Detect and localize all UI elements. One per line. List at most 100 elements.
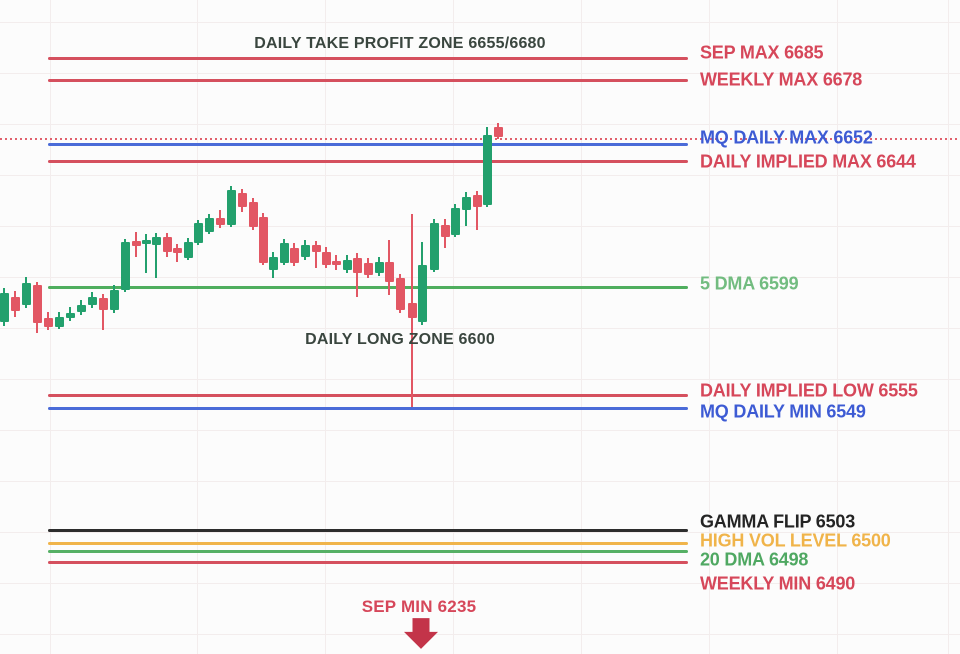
candle-up-body [121, 242, 130, 290]
candle-down-body [290, 248, 299, 263]
candle-down-body [396, 278, 405, 310]
weekly-max-label: WEEKLY MAX 6678 [700, 69, 863, 90]
gridline-horizontal [0, 124, 960, 125]
candle-down-body [364, 263, 373, 275]
daily-implied-max-line [48, 159, 688, 163]
mq-daily-min-line [48, 406, 688, 410]
candle-down-body [332, 261, 341, 265]
daily-implied-low-label: DAILY IMPLIED LOW 6555 [700, 380, 918, 401]
gamma-flip-label: GAMMA FLIP 6503 [700, 511, 856, 532]
candle-down-body [259, 217, 268, 263]
candle-up-body [0, 293, 9, 322]
gridline-vertical [837, 0, 838, 654]
candle-down-body [163, 237, 172, 252]
gridline-horizontal [0, 532, 960, 533]
candle-up-body [418, 265, 427, 322]
daily-implied-low-line [48, 393, 688, 397]
weekly-min-line [48, 560, 688, 564]
twenty-dma-line [48, 549, 688, 553]
candle-down-body [494, 127, 503, 137]
candle-up-body [343, 260, 352, 270]
candle-down-body [173, 248, 182, 253]
candle-up-body [184, 242, 193, 258]
candle-up-body [483, 135, 492, 205]
candle-up-body [142, 240, 151, 244]
weekly-max-line [48, 78, 688, 82]
mq-daily-max-label: MQ DAILY MAX 6652 [700, 127, 873, 148]
down-arrow-icon [404, 618, 438, 649]
gridline-vertical [581, 0, 582, 654]
candle-down-wick [476, 191, 478, 230]
high-vol-level-label: HIGH VOL LEVEL 6500 [700, 530, 891, 551]
candle-down-body [99, 298, 108, 310]
candle-down-wick [356, 253, 358, 297]
candle-up-body [375, 262, 384, 273]
gamma-flip-line [48, 528, 688, 532]
candle-up-body [88, 297, 97, 305]
gridline-horizontal [0, 583, 960, 584]
candle-down-body [408, 303, 417, 318]
candle-up-body [66, 313, 75, 318]
candle-up-body [110, 290, 119, 310]
take-profit-zone-label: DAILY TAKE PROFIT ZONE 6655/6680 [254, 35, 546, 52]
candle-down-body [33, 285, 42, 323]
candle-up-body [269, 257, 278, 270]
gridline-horizontal [0, 226, 960, 227]
candle-down-body [473, 195, 482, 207]
weekly-min-label: WEEKLY MIN 6490 [700, 573, 856, 594]
candle-down-body [322, 252, 331, 265]
candle-up-body [280, 243, 289, 263]
candle-down-wick [102, 294, 104, 330]
candle-down-body [385, 262, 394, 282]
candle-up-body [205, 218, 214, 232]
candle-up-body [22, 283, 31, 305]
gridline-vertical [325, 0, 326, 654]
gridline-vertical [453, 0, 454, 654]
candle-down-body [353, 258, 362, 273]
candle-down-body [441, 225, 450, 237]
candle-down-body [44, 318, 53, 327]
last-price-line [0, 138, 960, 140]
gridline-vertical [709, 0, 710, 654]
candle-down-body [11, 297, 20, 311]
gridline-horizontal [0, 175, 960, 176]
candle-down-body [238, 193, 247, 207]
candle-down-body [132, 241, 141, 246]
sep-max-line [48, 56, 688, 60]
candle-up-body [194, 223, 203, 243]
candle-up-body [451, 208, 460, 235]
gridline-horizontal [0, 277, 960, 278]
sep-min-label: SEP MIN 6235 [361, 597, 477, 616]
candle-up-body [430, 223, 439, 270]
candle-up-wick [155, 233, 157, 278]
sep-max-label: SEP MAX 6685 [700, 42, 824, 63]
high-vol-level-line [48, 541, 688, 545]
gridline-vertical [948, 0, 949, 654]
gridline-horizontal [0, 22, 960, 23]
candle-up-body [227, 190, 236, 225]
gridline-horizontal [0, 379, 960, 380]
gridline-horizontal [0, 430, 960, 431]
gridline-horizontal [0, 481, 960, 482]
twenty-dma-label: 20 DMA 6498 [700, 549, 809, 570]
five-dma-line [48, 285, 688, 289]
daily-implied-max-label: DAILY IMPLIED MAX 6644 [700, 151, 916, 172]
gridline-vertical [197, 0, 198, 654]
candle-up-body [152, 237, 161, 245]
five-dma-label: 5 DMA 6599 [700, 273, 799, 294]
candle-down-wick [176, 244, 178, 262]
candle-up-body [301, 245, 310, 257]
candle-down-body [216, 218, 225, 225]
gridline-horizontal [0, 634, 960, 635]
long-zone-label: DAILY LONG ZONE 6600 [305, 331, 495, 348]
candle-down-body [249, 202, 258, 227]
gridline-vertical [50, 0, 51, 654]
candle-up-body [462, 197, 471, 210]
mq-daily-max-line [48, 142, 688, 146]
candle-down-body [312, 245, 321, 252]
